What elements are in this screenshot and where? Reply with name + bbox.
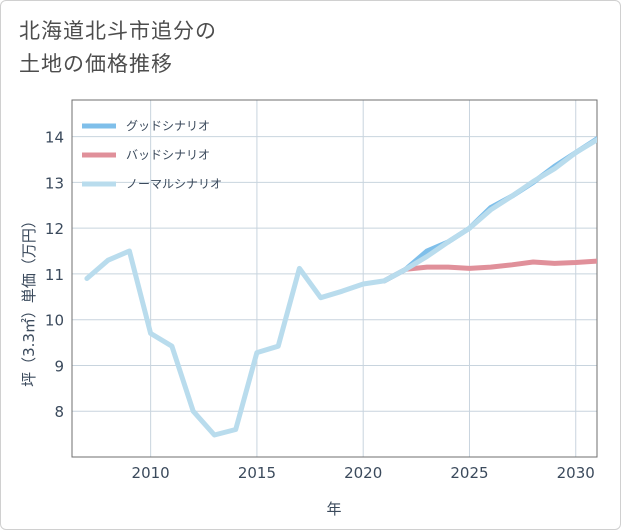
x-tick-label: 2030 [557,464,595,482]
x-tick-label: 2025 [450,464,488,482]
grid-lines [72,100,597,457]
y-tick-label: 11 [45,266,64,284]
chart-title: 北海道北斗市追分の 土地の価格推移 [19,15,319,81]
series-layer [84,136,597,438]
chart-title-line-2: 土地の価格推移 [19,52,173,76]
plot-area-frame [71,99,598,458]
y-tick-label: 9 [54,357,64,375]
x-tick-label: 2015 [238,464,276,482]
legend-label-0: グッドシナリオ [126,119,210,133]
series-line-1 [381,258,597,284]
legend-label-2: ノーマルシナリオ [126,177,222,191]
y-tick-label: 8 [54,403,64,421]
tick-labels: 2010 2015 2020 2025 2030 8 9 10 11 12 13 14 [45,129,595,482]
y-axis-title: 坪（3.3㎡）単価（万円） [20,213,38,387]
y-tick-label: 13 [45,174,64,192]
y-tick-label: 12 [45,220,64,238]
x-tick-label: 2020 [344,464,382,482]
series-line-2 [84,137,597,438]
y-tick-label: 14 [45,129,64,147]
x-axis-title: 年 [326,500,341,518]
y-tick-label: 10 [45,312,64,330]
chart-title-line-1: 北海道北斗市追分の [19,19,217,43]
legend-label-1: バッドシナリオ [126,148,210,162]
x-tick-label: 2010 [132,464,170,482]
